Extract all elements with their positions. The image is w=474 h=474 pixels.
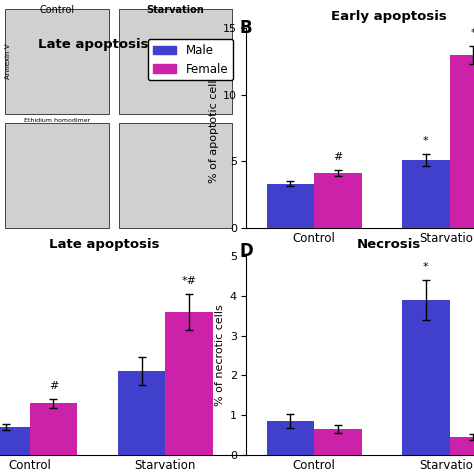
Y-axis label: % of necrotic cells: % of necrotic cells xyxy=(216,305,226,406)
Text: *#: *# xyxy=(182,276,196,286)
Bar xyxy=(30,403,77,455)
Text: *: * xyxy=(471,28,474,38)
Title: Late apoptosis: Late apoptosis xyxy=(49,237,160,251)
Bar xyxy=(5,9,109,114)
Bar xyxy=(450,55,474,228)
Text: #: # xyxy=(49,381,58,391)
Bar xyxy=(314,429,362,455)
Text: Late apoptosis: Late apoptosis xyxy=(38,38,148,51)
Bar xyxy=(267,184,314,228)
Text: Ethidium homodimer: Ethidium homodimer xyxy=(24,118,90,124)
Bar xyxy=(5,123,109,228)
Bar xyxy=(402,160,450,228)
Bar xyxy=(165,312,213,455)
Text: Control: Control xyxy=(39,5,74,15)
Text: Starvation: Starvation xyxy=(146,5,204,15)
Text: D: D xyxy=(239,242,253,260)
Bar xyxy=(450,437,474,455)
Legend: Male, Female: Male, Female xyxy=(148,39,233,81)
Bar xyxy=(118,9,232,114)
Text: *: * xyxy=(423,136,429,146)
Text: B: B xyxy=(239,19,252,37)
Bar xyxy=(314,173,362,228)
Text: *: * xyxy=(423,262,429,272)
Y-axis label: % of apoptotic cells: % of apoptotic cells xyxy=(209,73,219,182)
Title: Necrosis: Necrosis xyxy=(356,237,421,251)
Bar xyxy=(402,300,450,455)
Bar xyxy=(118,123,232,228)
Text: #: # xyxy=(333,152,343,162)
Text: Annexin V: Annexin V xyxy=(5,44,11,79)
Bar xyxy=(118,372,165,455)
Bar xyxy=(267,421,314,455)
Title: Early apoptosis: Early apoptosis xyxy=(331,10,447,23)
Bar xyxy=(0,427,30,455)
